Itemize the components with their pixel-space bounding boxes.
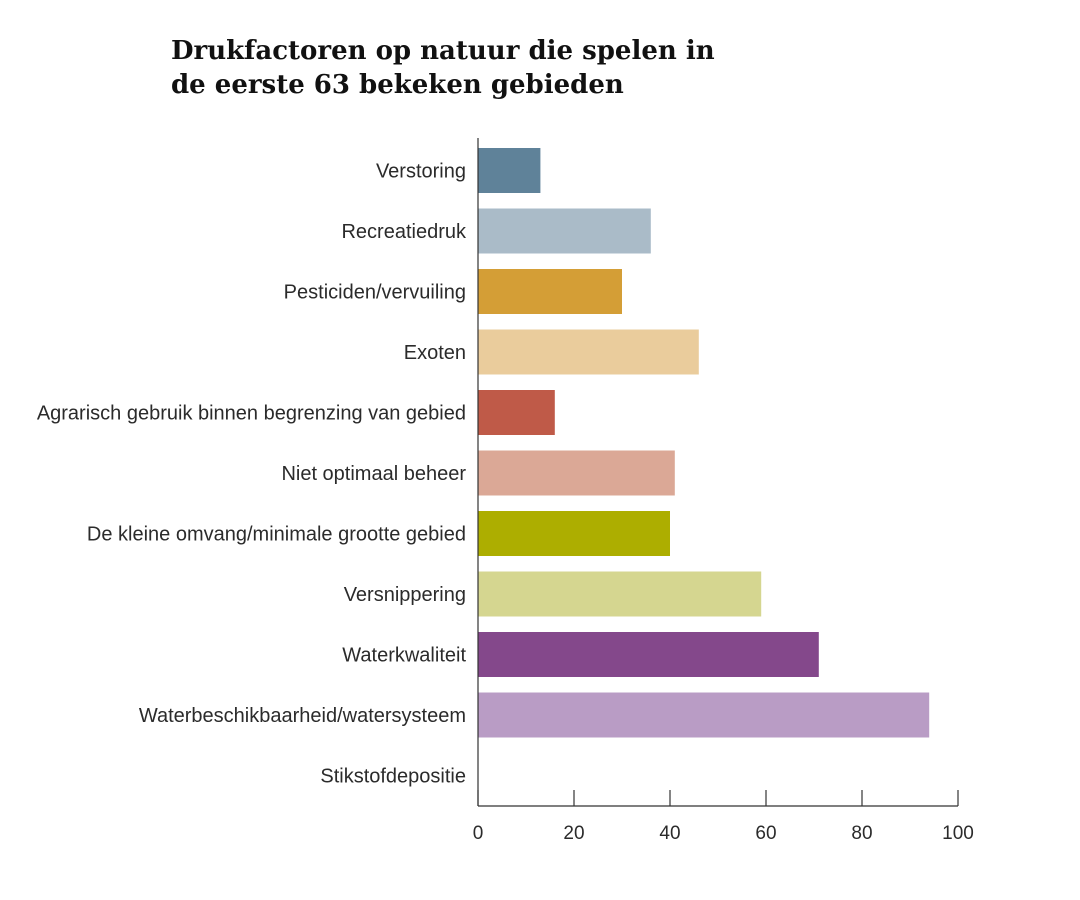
category-label-9: Waterbeschikbaarheid/watersysteem [139, 705, 466, 727]
category-label-4: Agrarisch gebruik binnen begrenzing van … [37, 403, 466, 425]
category-labels-group: Verstoring Recreatiedruk Pesticiden/vervui… [37, 161, 467, 788]
chart-title-line-2: de eerste 63 bekeken gebieden [171, 70, 624, 100]
category-label-3: Exoten [404, 342, 466, 364]
category-label-10: Stikstofdepositie [320, 766, 466, 788]
bar-5 [478, 450, 675, 496]
bar-3 [478, 329, 699, 375]
category-label-5: Niet optimaal beheer [281, 463, 466, 485]
x-tick-label-1: 20 [563, 823, 584, 844]
chart-title-line-1: Drukfactoren op natuur die spelen in [171, 36, 715, 66]
bar-7 [478, 571, 762, 617]
x-tick-label-5: 100 [942, 823, 974, 844]
chart-title: Drukfactoren op natuur die spelen in de … [171, 34, 731, 102]
x-tick-label-3: 60 [755, 823, 776, 844]
bar-6 [478, 511, 670, 556]
bar-8 [478, 632, 819, 677]
bar-1 [478, 208, 651, 254]
x-tick-label-2: 40 [659, 823, 680, 844]
axes-group [477, 138, 958, 807]
x-ticks-group: 0 20 40 60 80 100 [473, 790, 974, 844]
category-label-0: Verstoring [376, 161, 466, 183]
category-label-7: Versnippering [344, 584, 466, 606]
category-label-1: Recreatiedruk [341, 221, 467, 243]
category-label-8: Waterkwaliteit [342, 645, 466, 667]
bar-9 [478, 692, 930, 738]
x-tick-label-4: 80 [851, 823, 872, 844]
bar-0 [478, 148, 541, 193]
bar-2 [478, 269, 622, 314]
category-label-2: Pesticiden/vervuiling [284, 282, 466, 304]
bars-group [478, 148, 930, 738]
bar-4 [478, 390, 555, 435]
x-tick-label-0: 0 [473, 823, 484, 844]
category-label-6: De kleine omvang/minimale grootte gebied [87, 524, 466, 546]
